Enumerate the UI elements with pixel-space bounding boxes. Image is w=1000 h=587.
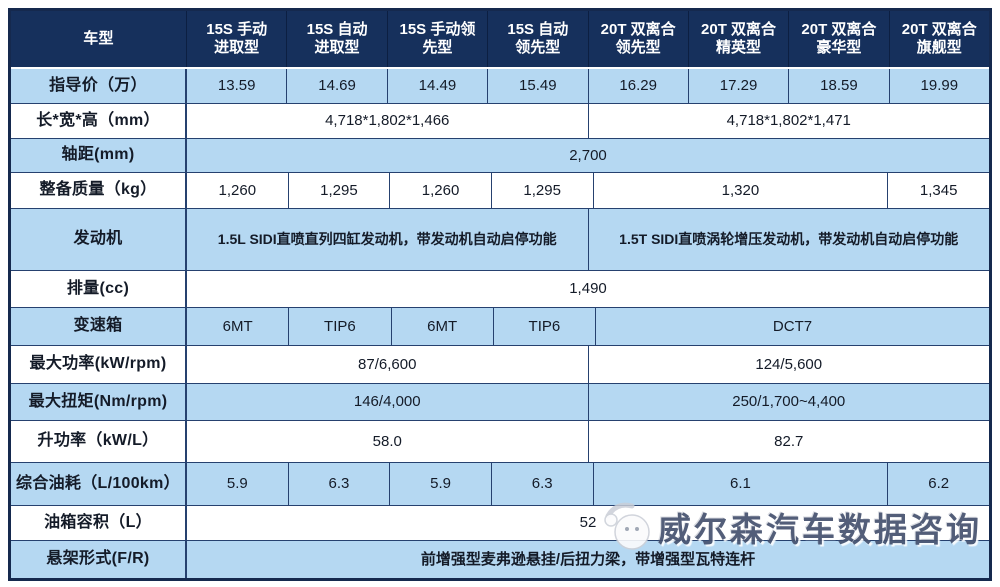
spec-cell: 4,718*1,802*1,466 [187,104,589,139]
column-header-line1: 15S 自动 [507,21,569,39]
column-header-15s-auto-jinqu: 15S 自动 进取型 [287,11,388,67]
column-header-line2: 先型 [422,39,453,56]
spec-cell: DCT7 [596,308,989,346]
spec-cell: 前增强型麦弗逊悬挂/后扭力梁，带增强型瓦特连杆 [187,541,989,578]
column-header-15s-manual-jinqu: 15S 手动 进取型 [187,11,288,67]
spec-cell: TIP6 [289,308,392,346]
spec-cell: 58.0 [187,421,589,463]
column-header-line2: 进取型 [314,39,360,56]
spec-cell: 1,295 [288,173,391,209]
row-label: 综合油耗（L/100km） [11,463,187,506]
row-label: 升功率（kW/L） [11,421,187,463]
spec-cell: 6.2 [888,463,989,506]
model-column-header: 车型 [11,11,187,67]
row-label: 指导价（万） [11,69,187,104]
column-header-line2: 进取型 [214,39,260,56]
row-label: 发动机 [11,209,187,271]
column-header-line1: 20T 双离合 [600,21,676,39]
row-max-power: 最大功率(kW/rpm) 87/6,600 124/5,600 [11,346,989,384]
spec-cell: 2,700 [187,139,989,173]
row-label: 排量(cc) [11,271,187,308]
column-header-line2: 豪华型 [816,39,862,56]
row-label: 悬架形式(F/R) [11,541,187,578]
column-header-line1: 20T 双离合 [801,21,877,39]
spec-cell: 1,295 [491,173,594,209]
spec-cell: 1,260 [187,173,289,209]
row-label: 轴距(mm) [11,139,187,173]
spec-cell: 14.69 [287,69,388,104]
row-label: 变速箱 [11,308,187,346]
column-header-line1: 15S 手动领 [399,21,476,39]
column-header-20t-lingxian: 20T 双离合 领先型 [588,11,689,67]
spec-cell: 1.5L SIDI直喷直列四缸发动机，带发动机自动启停功能 [187,209,589,271]
spec-cell: 1,490 [187,271,989,308]
spec-cell: 52 [187,506,989,541]
spec-cell: 14.49 [387,69,489,104]
spec-cell: 6.1 [593,463,889,506]
row-tank-volume: 油箱容积（L） 52 [11,506,989,541]
spec-cell: 15.49 [488,69,589,104]
row-specific-power: 升功率（kW/L） 58.0 82.7 [11,421,989,463]
column-header-line2: 精英型 [716,39,762,56]
spec-cell: 87/6,600 [187,346,589,384]
row-displacement: 排量(cc) 1,490 [11,271,989,308]
spec-cell: 1,260 [390,173,492,209]
spec-cell: 18.59 [789,69,890,104]
spec-cell: 13.59 [187,69,288,104]
spec-cell: 6.3 [491,463,594,506]
spec-cell: 6MT [391,308,494,346]
spec-cell: 5.9 [390,463,492,506]
row-gearbox: 变速箱 6MT TIP6 6MT TIP6 DCT7 [11,308,989,346]
row-label: 长*宽*高（mm） [11,104,187,139]
row-label: 油箱容积（L） [11,506,187,541]
spec-cell: 6MT [187,308,290,346]
row-curb-weight: 整备质量（kg） 1,260 1,295 1,260 1,295 1,320 1… [11,173,989,209]
row-engine: 发动机 1.5L SIDI直喷直列四缸发动机，带发动机自动启停功能 1.5T S… [11,209,989,271]
spec-cell: 5.9 [187,463,289,506]
row-label: 整备质量（kg） [11,173,187,209]
row-fuel-consumption: 综合油耗（L/100km） 5.9 6.3 5.9 6.3 6.1 6.2 [11,463,989,506]
column-header-15s-auto-lingxian: 15S 自动 领先型 [488,11,589,67]
spec-cell: 1,320 [593,173,889,209]
spec-cell: 146/4,000 [187,384,589,421]
column-header-20t-qijian: 20T 双离合 旗舰型 [889,11,989,67]
row-wheelbase: 轴距(mm) 2,700 [11,139,989,173]
row-label: 最大功率(kW/rpm) [11,346,187,384]
spec-cell: 16.29 [588,69,689,104]
spec-cell: 4,718*1,802*1,471 [588,104,989,139]
spec-cell: 1,345 [888,173,989,209]
column-header-15s-manual-lingxian: 15S 手动领 先型 [387,11,489,67]
row-label: 最大扭矩(Nm/rpm) [11,384,187,421]
column-header-line2: 领先型 [615,39,661,56]
column-header-20t-haohua: 20T 双离合 豪华型 [789,11,890,67]
spec-cell: 1.5T SIDI直喷涡轮增压发动机，带发动机自动启停功能 [588,209,989,271]
row-max-torque: 最大扭矩(Nm/rpm) 146/4,000 250/1,700~4,400 [11,384,989,421]
spec-cell: 6.3 [288,463,391,506]
spec-cell: TIP6 [493,308,596,346]
table-header-row: 车型 15S 手动 进取型 15S 自动 进取型 15S 手动领 先型 15S … [11,11,989,69]
column-header-line1: 20T 双离合 [701,21,777,39]
column-header-line1: 20T 双离合 [901,21,977,39]
column-header-20t-jingying: 20T 双离合 精英型 [688,11,790,67]
spec-cell: 17.29 [688,69,790,104]
row-guide-price: 指导价（万） 13.59 14.69 14.49 15.49 16.29 17.… [11,69,989,104]
spec-cell: 250/1,700~4,400 [588,384,989,421]
column-header-line2: 领先型 [515,39,561,56]
column-header-line2: 旗舰型 [916,39,962,56]
spec-cell: 19.99 [889,69,989,104]
spec-cell: 124/5,600 [588,346,989,384]
column-header-line1: 15S 手动 [206,21,268,39]
row-suspension: 悬架形式(F/R) 前增强型麦弗逊悬挂/后扭力梁，带增强型瓦特连杆 [11,541,989,578]
car-spec-table: 车型 15S 手动 进取型 15S 自动 进取型 15S 手动领 先型 15S … [8,8,992,581]
row-dimensions: 长*宽*高（mm） 4,718*1,802*1,466 4,718*1,802*… [11,104,989,139]
spec-cell: 82.7 [588,421,989,463]
column-header-line1: 15S 自动 [306,21,368,39]
